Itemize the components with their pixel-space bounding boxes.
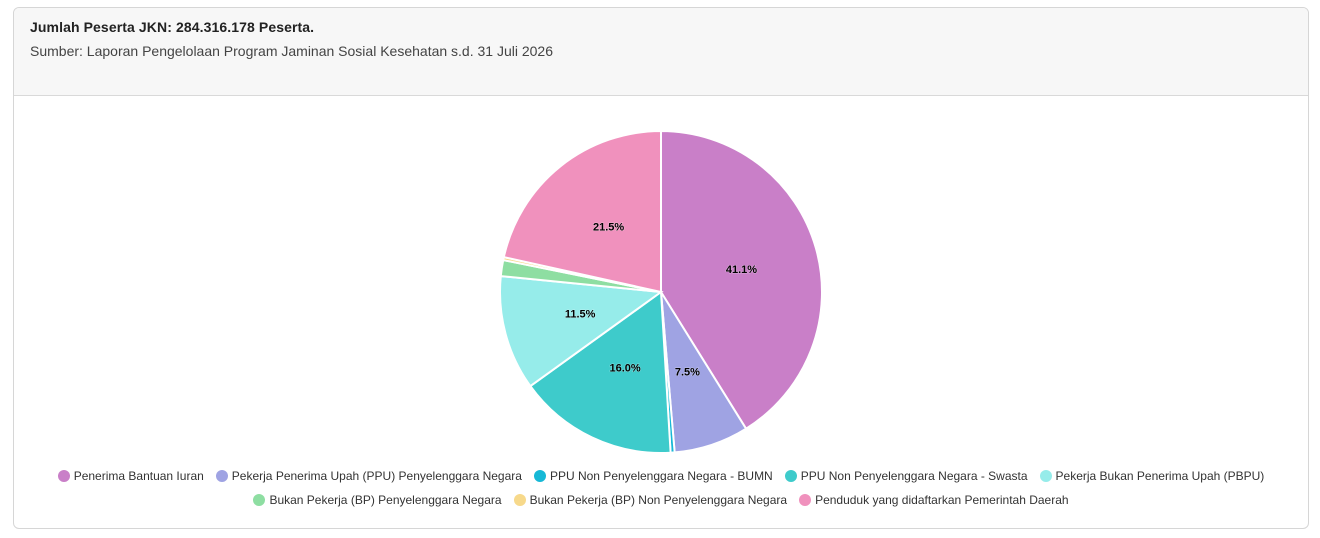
legend-dot-icon [253, 494, 266, 506]
legend-item[interactable]: Pekerja Bukan Penerima Upah (PBPU) [1039, 469, 1265, 483]
legend-dot-icon [215, 470, 228, 482]
slice-data-label: 7.5% [675, 366, 700, 378]
pie-chart: 41.1% 7.5% 16.0% 11.5% 21.5% [499, 129, 823, 454]
card-header: Jumlah Peserta JKN: 284.316.178 Peserta.… [14, 8, 1308, 96]
legend-dot-icon [784, 470, 797, 482]
legend-label: Bukan Pekerja (BP) Non Penyelenggara Neg… [529, 493, 788, 507]
slice-data-label: 21.5% [593, 222, 624, 234]
legend-label: Penerima Bantuan Iuran [73, 469, 204, 483]
slice-data-label: 11.5% [565, 309, 596, 321]
legend-label: PPU Non Penyelenggara Negara - BUMN [549, 469, 773, 483]
legend-item[interactable]: Pekerja Penerima Upah (PPU) Penyelenggar… [215, 469, 522, 483]
legend-item[interactable]: Bukan Pekerja (BP) Penyelenggara Negara [253, 493, 502, 507]
legend-dot-icon [513, 494, 526, 506]
legend-label: Bukan Pekerja (BP) Penyelenggara Negara [269, 493, 502, 507]
chart-subtitle: Sumber: Laporan Pengelolaan Program Jami… [30, 43, 553, 59]
legend-dot-icon [533, 470, 546, 482]
legend-label: PPU Non Penyelenggara Negara - Swasta [800, 469, 1028, 483]
legend-item[interactable]: Bukan Pekerja (BP) Non Penyelenggara Neg… [513, 493, 788, 507]
legend-row: Penerima Bantuan Iuran Pekerja Penerima U… [14, 467, 1308, 485]
legend-item[interactable]: Penerima Bantuan Iuran [57, 469, 204, 483]
legend-row: Bukan Pekerja (BP) Penyelenggara Negara B… [14, 491, 1308, 509]
legend-dot-icon [1039, 470, 1052, 482]
pie-slice[interactable] [528, 290, 672, 454]
legend-dot-icon [799, 494, 812, 506]
pie-slice[interactable] [660, 129, 823, 431]
chart-card: Jumlah Peserta JKN: 284.316.178 Peserta.… [13, 7, 1309, 529]
legend-label: Penduduk yang didaftarkan Pemerintah Dae… [815, 493, 1069, 507]
legend-item[interactable]: PPU Non Penyelenggara Negara - Swasta [784, 469, 1028, 483]
legend-label: Pekerja Penerima Upah (PPU) Penyelenggar… [231, 469, 522, 483]
pie-slice[interactable] [502, 129, 662, 294]
legend: Penerima Bantuan Iuran Pekerja Penerima U… [14, 467, 1308, 509]
pie-slice[interactable] [499, 274, 664, 388]
legend-item[interactable]: Penduduk yang didaftarkan Pemerintah Dae… [799, 493, 1069, 507]
legend-label: Pekerja Bukan Penerima Upah (PBPU) [1055, 469, 1265, 483]
chart-title: Jumlah Peserta JKN: 284.316.178 Peserta. [30, 19, 315, 35]
legend-item[interactable]: PPU Non Penyelenggara Negara - BUMN [533, 469, 773, 483]
slice-data-label: 41.1% [726, 264, 757, 276]
legend-dot-icon [57, 470, 70, 482]
slice-data-label: 16.0% [609, 363, 640, 375]
